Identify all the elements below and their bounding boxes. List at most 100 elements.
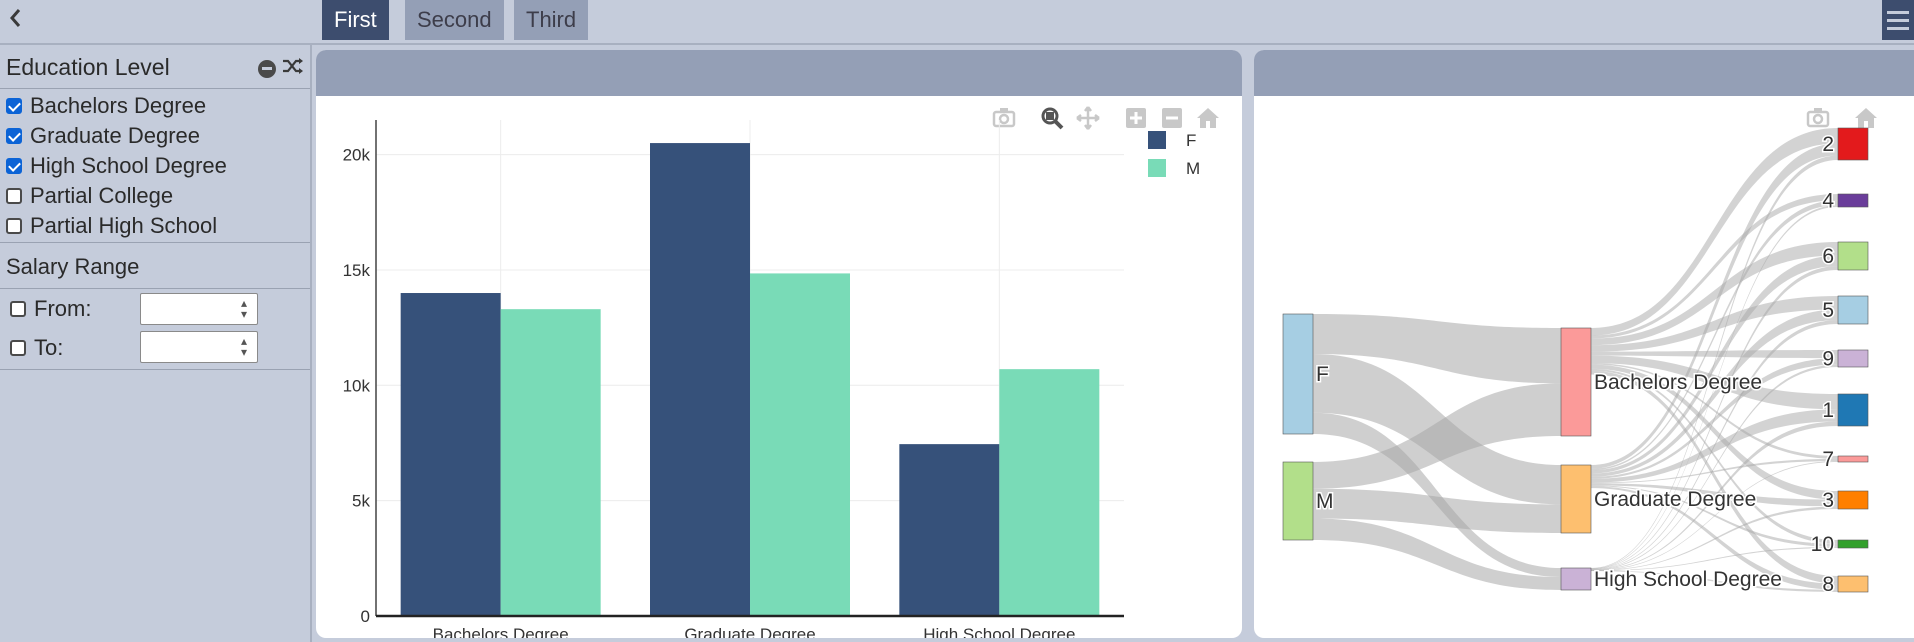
y-tick-label: 5k <box>352 492 370 511</box>
sankey-link[interactable] <box>1313 412 1561 578</box>
edu-option-high-school[interactable]: High School Degree <box>6 152 227 180</box>
sankey-link[interactable] <box>1313 383 1561 489</box>
sankey-node-2[interactable] <box>1837 127 1869 161</box>
sankey-link[interactable] <box>1591 458 1838 484</box>
back-button[interactable] <box>4 6 26 34</box>
checkbox[interactable] <box>6 98 22 114</box>
bar-f[interactable] <box>899 444 1000 616</box>
sankey-link[interactable] <box>1591 128 1838 336</box>
tab-second[interactable]: Second <box>405 0 504 40</box>
sankey-node-label: 1 <box>1822 399 1834 422</box>
sankey-link[interactable] <box>1313 518 1561 590</box>
tab-third[interactable]: Third <box>514 0 589 40</box>
sankey-link[interactable] <box>1591 486 1838 590</box>
camera-icon[interactable] <box>1806 108 1830 128</box>
sankey-link[interactable] <box>1591 358 1838 479</box>
sankey-link[interactable] <box>1313 488 1561 533</box>
sankey-link[interactable] <box>1591 194 1838 339</box>
home-icon[interactable] <box>1855 108 1877 128</box>
sankey-link[interactable] <box>1591 143 1838 469</box>
sankey-node-6[interactable] <box>1837 241 1869 271</box>
sankey-link[interactable] <box>1591 255 1838 474</box>
camera-icon[interactable] <box>992 108 1016 128</box>
zoom-icon[interactable] <box>1041 107 1064 130</box>
legend-label-m[interactable]: M <box>1186 159 1200 178</box>
sankey-node-9[interactable] <box>1837 349 1869 368</box>
sankey-link[interactable] <box>1591 483 1838 507</box>
sankey-link[interactable] <box>1591 242 1838 346</box>
checkbox[interactable] <box>6 188 22 204</box>
bar-m[interactable] <box>999 369 1100 616</box>
sankey-node-5[interactable] <box>1837 295 1869 325</box>
sankey-link[interactable] <box>1591 363 1838 459</box>
zoom-in-icon[interactable] <box>1126 108 1146 128</box>
filter-sidebar: Education Level Bachelors Degree Graduat… <box>0 45 312 642</box>
from-checkbox[interactable] <box>10 301 26 317</box>
sankey-node-graduate-degree[interactable] <box>1560 464 1592 534</box>
edu-option-graduate[interactable]: Graduate Degree <box>6 122 200 150</box>
y-tick-label: 0 <box>361 607 370 626</box>
to-checkbox[interactable] <box>10 340 26 356</box>
shuffle-icon[interactable] <box>282 57 304 80</box>
sankey-link[interactable] <box>1591 309 1838 477</box>
panel-header <box>316 50 1242 96</box>
collapse-icon[interactable] <box>258 59 276 78</box>
sankey-node-3[interactable] <box>1837 490 1869 510</box>
sankey-node-1[interactable] <box>1837 393 1869 427</box>
edu-option-partial-high-school[interactable]: Partial High School <box>6 212 217 240</box>
sankey-link[interactable] <box>1591 155 1838 569</box>
sankey-node-m[interactable] <box>1282 461 1314 541</box>
legend-label-f[interactable]: F <box>1186 131 1196 150</box>
bar-f[interactable] <box>650 143 750 616</box>
top-bar: First Second Third <box>0 0 1914 45</box>
sankey-node-f[interactable] <box>1282 313 1314 435</box>
sankey-link[interactable] <box>1591 546 1838 572</box>
edu-option-partial-college[interactable]: Partial College <box>6 182 173 210</box>
checkbox[interactable] <box>6 158 22 174</box>
x-tick-label: Bachelors Degree <box>433 625 569 638</box>
sankey-link[interactable] <box>1591 296 1838 352</box>
sankey-node-8[interactable] <box>1837 575 1869 593</box>
sankey-node-10[interactable] <box>1837 539 1869 549</box>
sankey-link[interactable] <box>1313 314 1561 384</box>
sankey-link[interactable] <box>1591 364 1838 500</box>
sankey-link[interactable] <box>1591 205 1838 570</box>
sankey-link[interactable] <box>1591 485 1838 547</box>
bar-m[interactable] <box>750 273 850 616</box>
sankey-link[interactable] <box>1591 370 1838 584</box>
edu-option-bachelors[interactable]: Bachelors Degree <box>6 92 206 120</box>
sankey-node-label: 2 <box>1822 133 1834 156</box>
sankey-link[interactable] <box>1591 570 1838 592</box>
sankey-link[interactable] <box>1591 200 1838 471</box>
sankey-node-label: 9 <box>1822 348 1834 371</box>
stepper-arrows[interactable]: ▴ ▾ <box>240 296 248 321</box>
tab-first[interactable]: First <box>322 0 389 40</box>
salary-to-input[interactable]: ▴ ▾ <box>140 331 258 363</box>
legend-swatch-f[interactable] <box>1148 131 1166 149</box>
hamburger-menu-icon[interactable] <box>1882 0 1914 40</box>
sankey-link[interactable] <box>1591 409 1838 483</box>
home-icon[interactable] <box>1197 108 1219 128</box>
education-level-title: Education Level <box>6 54 170 80</box>
zoom-out-icon[interactable] <box>1162 108 1182 128</box>
stepper-arrows[interactable]: ▴ ▾ <box>240 334 248 359</box>
sankey-node-7[interactable] <box>1837 455 1869 463</box>
bar-m[interactable] <box>500 309 601 616</box>
sankey-node-label: 8 <box>1822 573 1834 596</box>
sankey-link[interactable] <box>1591 364 1838 571</box>
salary-from-input[interactable]: ▴ ▾ <box>140 293 258 325</box>
sankey-link[interactable] <box>1591 350 1838 359</box>
sankey-panel: F M Bachelors Degree Graduate Degree High Sc… <box>1254 50 1914 638</box>
sankey-link[interactable] <box>1591 368 1838 544</box>
checkbox[interactable] <box>6 218 22 234</box>
sankey-node-bachelors-degree[interactable] <box>1560 327 1592 437</box>
legend-swatch-m[interactable] <box>1148 159 1166 177</box>
sankey-node-4[interactable] <box>1837 193 1869 208</box>
sankey-node-high-school-degree[interactable] <box>1560 567 1592 591</box>
pan-icon[interactable] <box>1076 106 1100 130</box>
sankey-node-label: 10 <box>1811 533 1834 556</box>
salary-from-row: From: <box>10 295 91 323</box>
bar-f[interactable] <box>400 293 501 616</box>
checkbox[interactable] <box>6 128 22 144</box>
sankey-link[interactable] <box>1591 355 1838 410</box>
